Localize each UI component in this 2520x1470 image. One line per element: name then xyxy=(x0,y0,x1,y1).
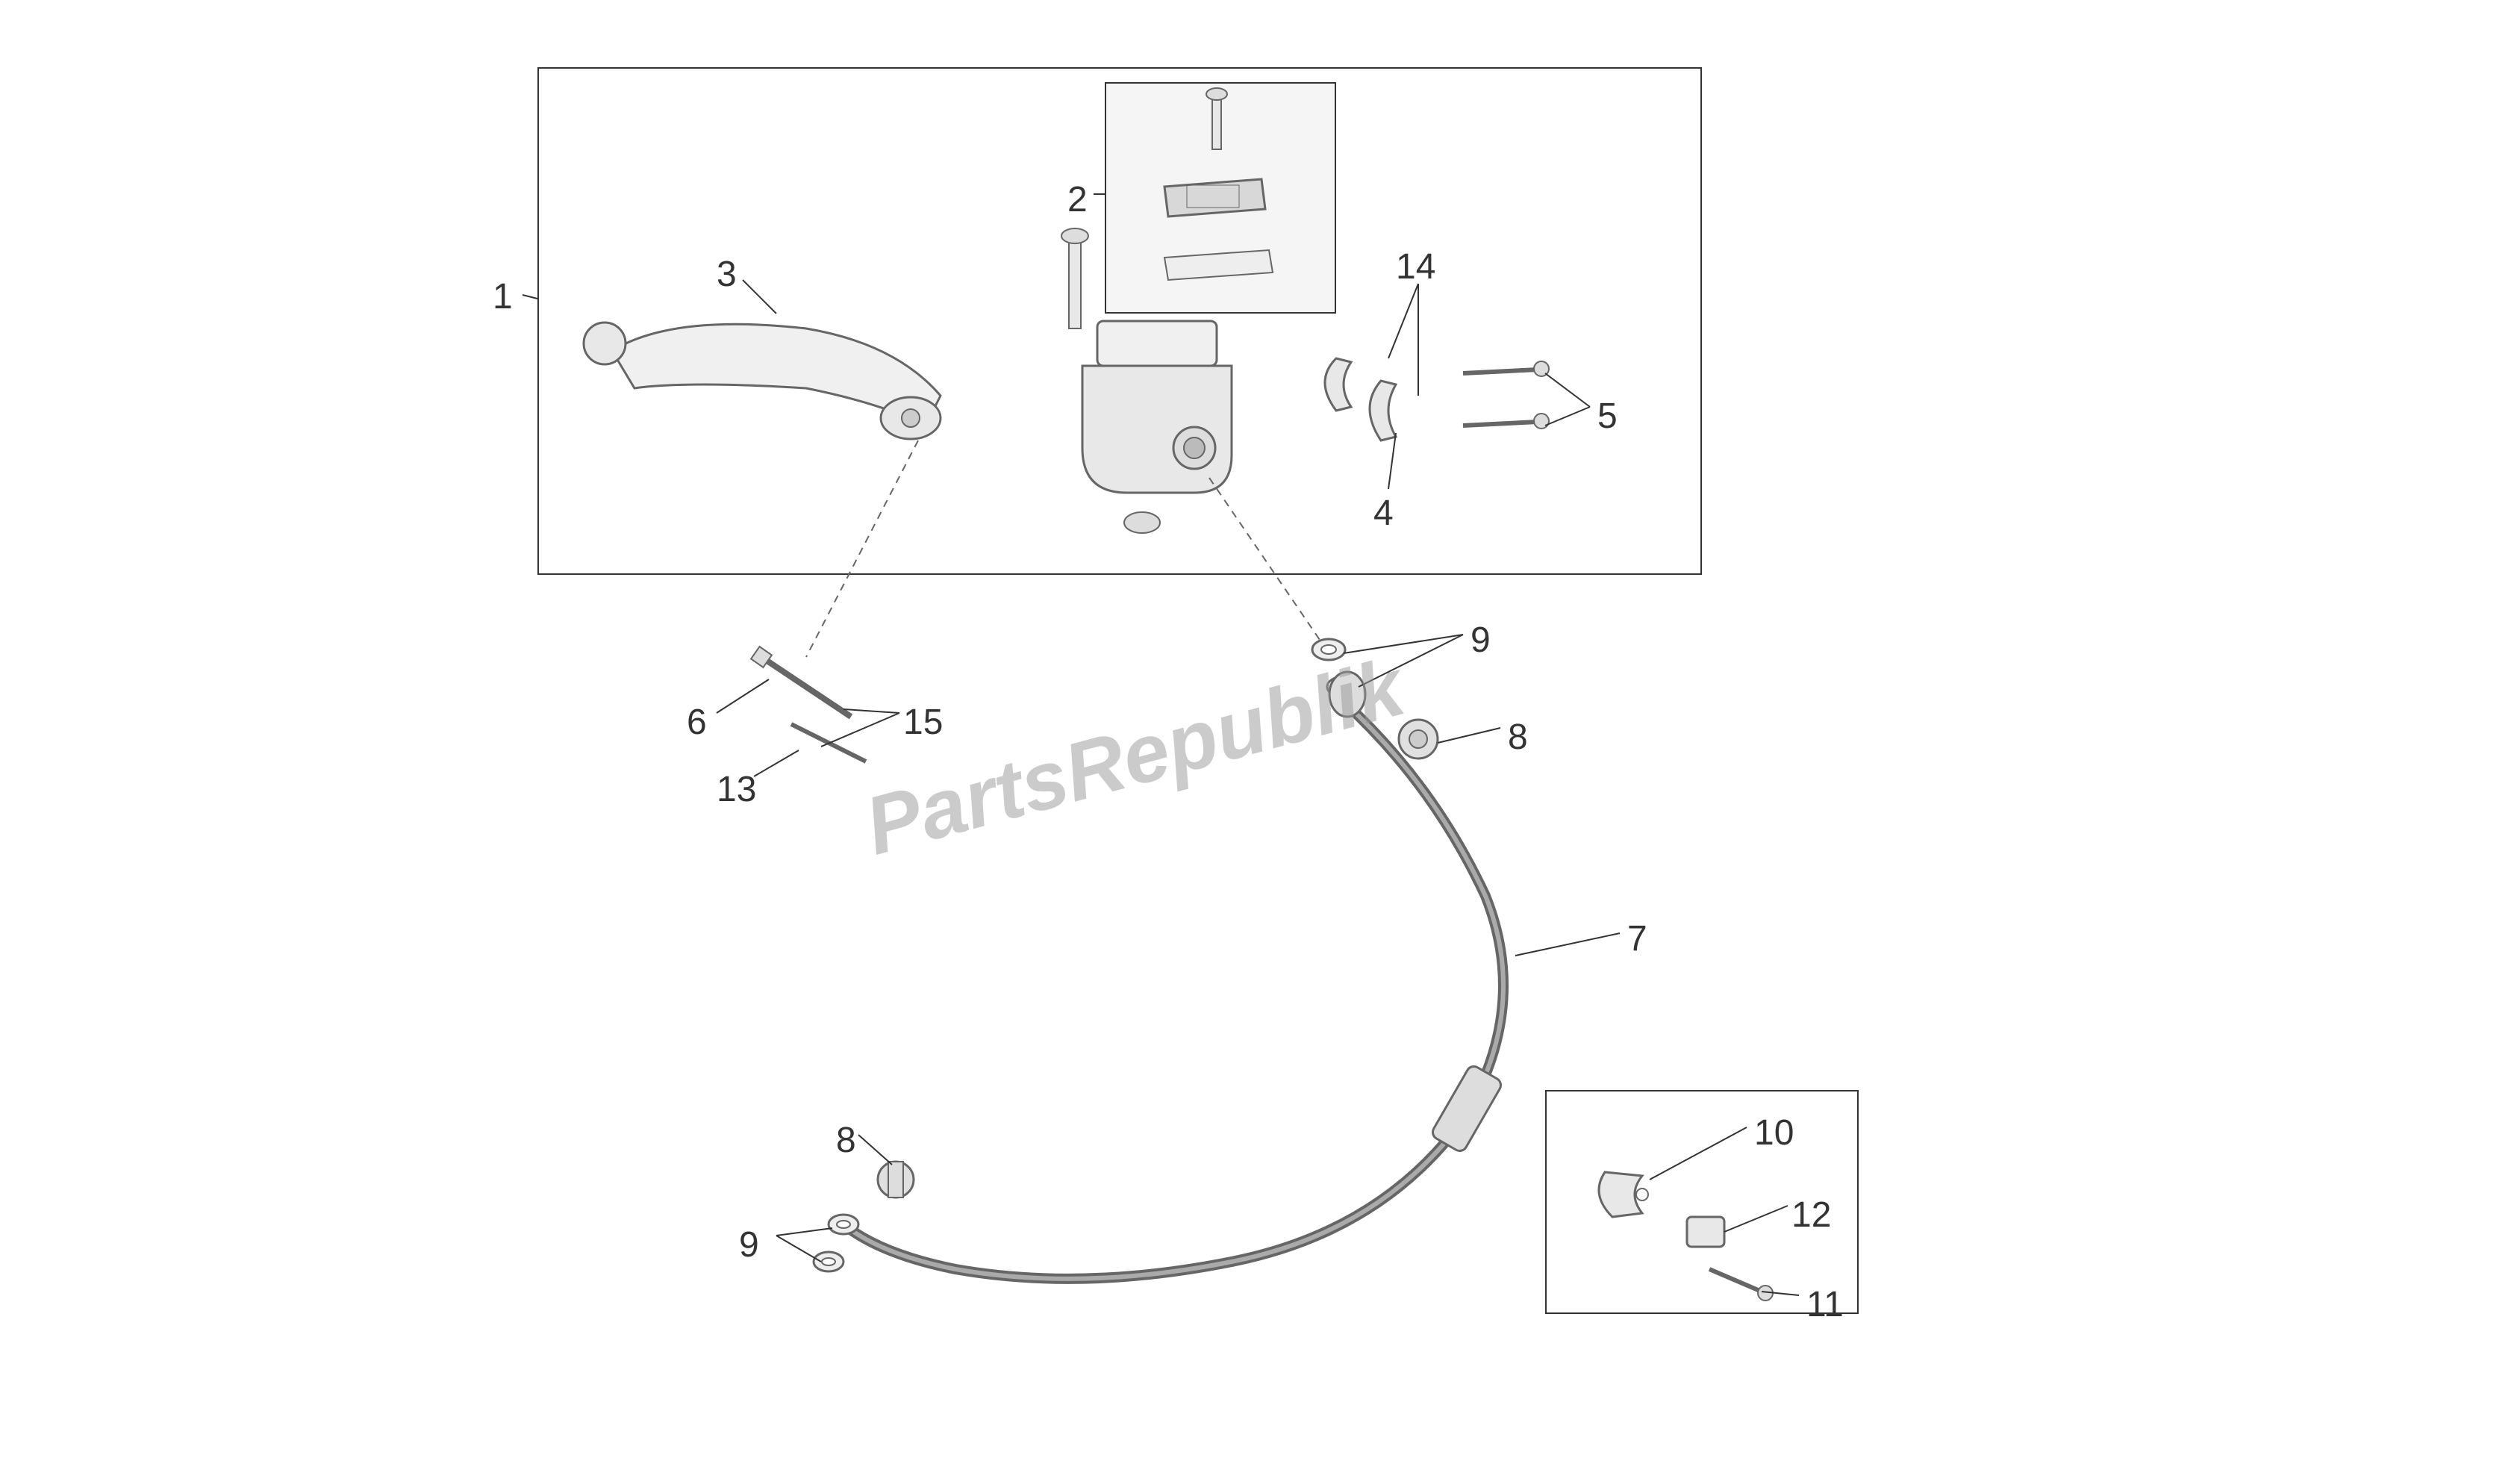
parts-diagram: 12314549615138789101211 PartsRepublik xyxy=(0,0,2520,1470)
callout-14: 14 xyxy=(1396,246,1435,287)
brake-lever-sketch xyxy=(584,323,941,439)
callout-12: 12 xyxy=(1791,1195,1831,1236)
callout-9: 9 xyxy=(1470,620,1491,661)
cylinder-hose-dashed xyxy=(1209,478,1321,642)
callout-4: 4 xyxy=(1373,493,1394,534)
stoplight-switch-sketch xyxy=(751,647,866,762)
callout-7: 7 xyxy=(1627,918,1647,959)
center-bolt-sketch xyxy=(1061,228,1088,328)
callout-8: 8 xyxy=(836,1120,856,1161)
callout-8: 8 xyxy=(1508,717,1528,758)
callout-9: 9 xyxy=(739,1224,759,1265)
callout-6: 6 xyxy=(687,702,707,743)
sketch-layer xyxy=(0,0,2520,1470)
clamp-sketch xyxy=(1325,358,1549,440)
brake-hose-sketch xyxy=(843,702,1503,1279)
callout-15: 15 xyxy=(903,702,943,743)
callout-3: 3 xyxy=(717,254,737,295)
master-cylinder-sketch xyxy=(1082,321,1232,533)
callout-10: 10 xyxy=(1754,1112,1794,1153)
callout-5: 5 xyxy=(1597,396,1618,437)
callout-1: 1 xyxy=(493,276,513,317)
callout-11: 11 xyxy=(1806,1284,1844,1325)
callout-2: 2 xyxy=(1067,179,1088,220)
callout-13: 13 xyxy=(717,769,756,810)
clip-kit-sketch xyxy=(1599,1172,1773,1301)
cover-kit-sketch xyxy=(1164,88,1273,280)
assembly-dashed-line xyxy=(806,440,918,657)
